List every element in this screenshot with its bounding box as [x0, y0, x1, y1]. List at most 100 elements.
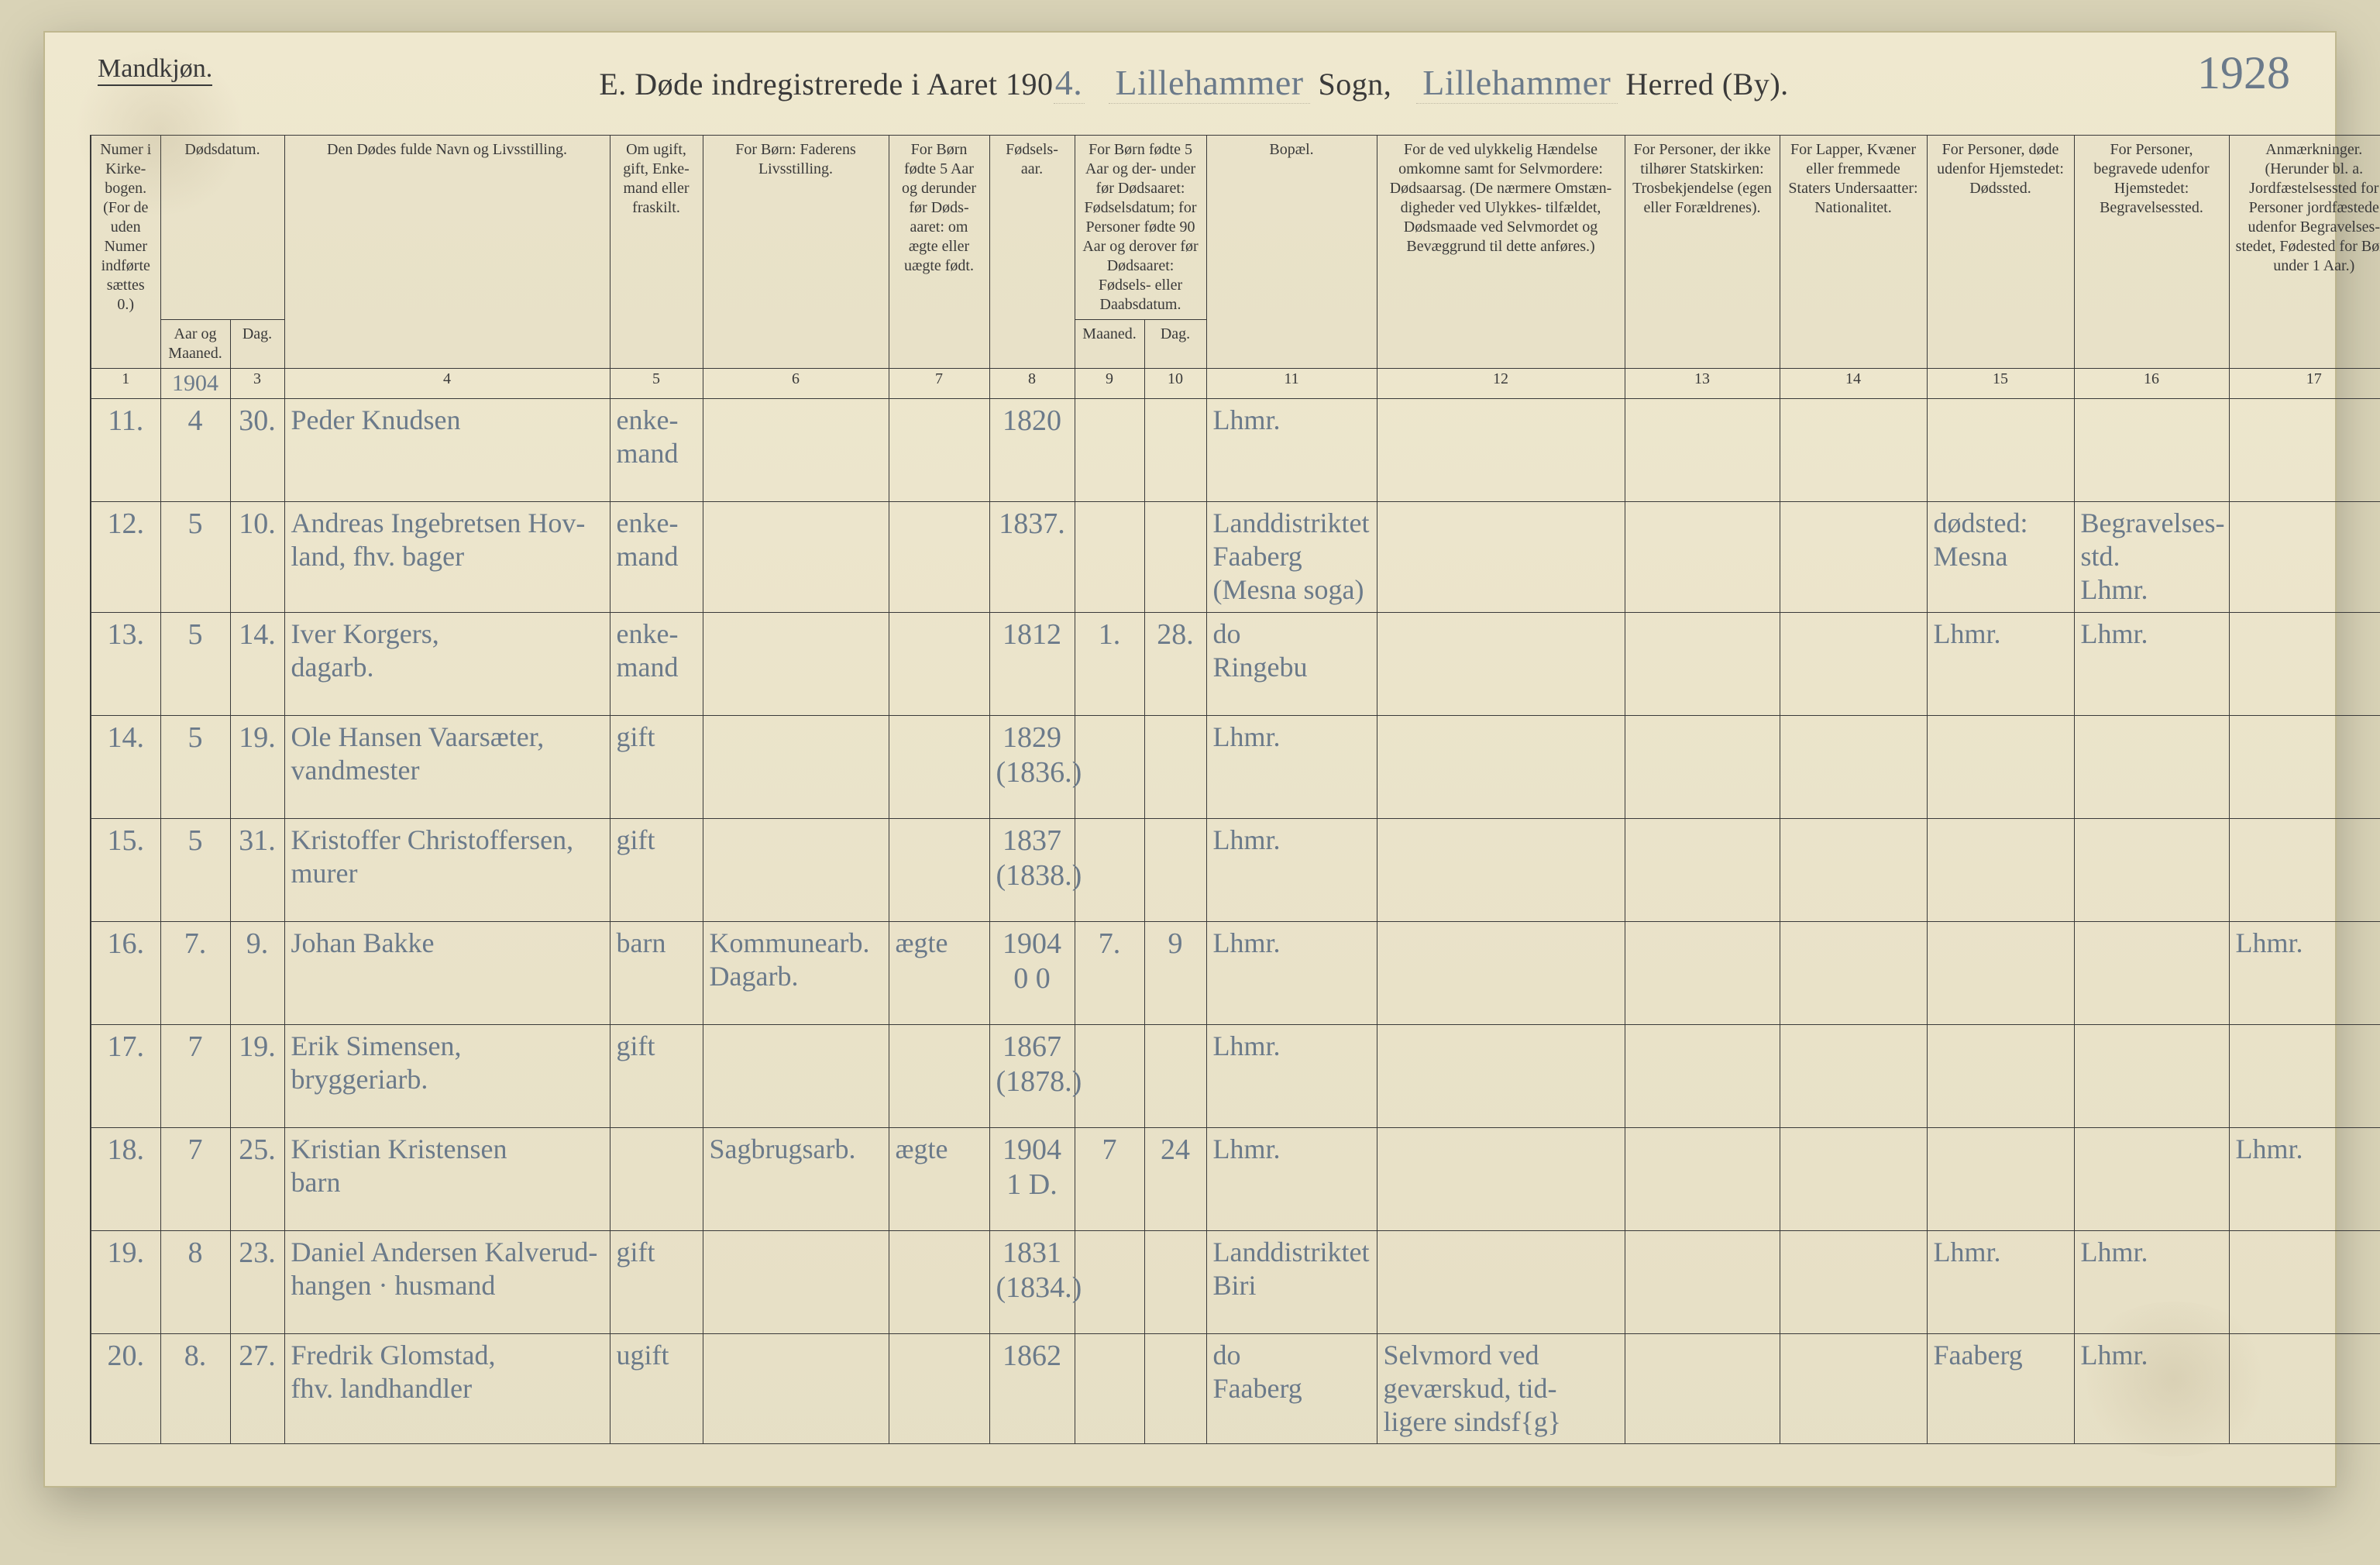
cell-father: Kommunearb. Dagarb.: [703, 921, 889, 1024]
title-year-hand: 4.: [1054, 62, 1085, 104]
cell-text: 1831 (1834.): [996, 1236, 1068, 1306]
col-index-cell: 17: [2229, 369, 2380, 399]
col-index-cell: 6: [703, 369, 889, 399]
cell-nat: [1780, 818, 1927, 921]
cell-m: 7: [160, 1024, 230, 1127]
cell-res: do Faaberg: [1206, 1333, 1377, 1444]
cell-anm: [2229, 502, 2380, 613]
cell-text: 18.: [98, 1133, 154, 1168]
cell-bd: 24: [1144, 1127, 1206, 1230]
cell-text: 19.: [237, 721, 278, 756]
cell-faith: [1625, 502, 1780, 613]
cell-nat: [1780, 612, 1927, 715]
cell-d: 27.: [230, 1333, 284, 1444]
ledger-table: Numer i Kirke- bogen. (For de uden Numer…: [90, 135, 2380, 1444]
cell-byear: 1837.: [989, 502, 1075, 613]
table-row: 19.823.Daniel Andersen Kalverud- hangen …: [91, 1230, 2380, 1333]
cell-text: 5: [167, 507, 224, 542]
cell-text: Lhmr.: [1213, 721, 1371, 754]
cell-text: 1837.: [996, 507, 1068, 542]
col-9-header: Bopæl.: [1206, 136, 1377, 369]
cell-m: 5: [160, 715, 230, 818]
cell-text: 10.: [237, 507, 278, 542]
cell-text: Sagbrugsarb.: [710, 1133, 882, 1166]
cell-civ: gift: [610, 1230, 703, 1333]
cell-nat: [1780, 502, 1927, 613]
cell-nat: [1780, 1024, 1927, 1127]
cell-res: Lhmr.: [1206, 818, 1377, 921]
col-index-cell: 13: [1625, 369, 1780, 399]
col-2a-header: Aar og Maaned.: [160, 320, 230, 369]
cell-faith: [1625, 612, 1780, 715]
cell-text: Kommunearb. Dagarb.: [710, 927, 882, 993]
cell-d: 30.: [230, 399, 284, 502]
cell-text: Andreas Ingebretsen Hov- land, fhv. bage…: [291, 507, 604, 573]
cell-text: ugift: [617, 1339, 696, 1372]
cell-text: 31.: [237, 824, 278, 859]
col-index-row: 1190434567891011121314151617: [91, 369, 2380, 399]
cell-bsted: [2074, 1127, 2229, 1230]
cell-bsted: Lhmr.: [2074, 612, 2229, 715]
cell-text: 1904 0 0: [996, 927, 1068, 997]
cell-text: Lhmr.: [1934, 617, 2068, 651]
cell-m: 7: [160, 1127, 230, 1230]
col-2b-header: Dag.: [230, 320, 284, 369]
cell-text: 8.: [167, 1339, 224, 1374]
ledger-page: Mandkjøn. 1928 E. Døde indregistrerede i…: [43, 31, 2337, 1488]
cell-name: Daniel Andersen Kalverud- hangen · husma…: [284, 1230, 610, 1333]
col-index-cell: 10: [1144, 369, 1206, 399]
gender-label: Mandkjøn.: [98, 54, 212, 84]
col-14-header: For Personer, begravede udenfor Hjemsted…: [2074, 136, 2229, 369]
cell-n: 12.: [91, 502, 160, 613]
cell-text: 5: [167, 824, 224, 859]
cell-text: 1820: [996, 404, 1068, 439]
cell-text: Lhmr.: [1213, 1030, 1371, 1063]
cell-text: 16.: [98, 927, 154, 962]
cell-text: 1837 (1838.): [996, 824, 1068, 894]
cell-text: Lhmr.: [2081, 1236, 2223, 1269]
cell-anm: [2229, 818, 2380, 921]
cell-text: 25.: [237, 1133, 278, 1168]
cell-text: 14.: [98, 721, 154, 756]
cell-legit: [889, 399, 989, 502]
cell-n: 19.: [91, 1230, 160, 1333]
col-index-cell: 14: [1780, 369, 1927, 399]
cell-name: Johan Bakke: [284, 921, 610, 1024]
cell-faith: [1625, 1127, 1780, 1230]
cell-anm: [2229, 399, 2380, 502]
cell-text: do Ringebu: [1213, 617, 1371, 684]
title-sogn-hand: Lillehammer: [1109, 62, 1310, 104]
cell-anm: Lhmr.: [2229, 921, 2380, 1024]
cell-name: Peder Knudsen: [284, 399, 610, 502]
cell-text: 24: [1151, 1133, 1200, 1168]
cell-legit: [889, 1333, 989, 1444]
cell-name: Kristian Kristensen barn: [284, 1127, 610, 1230]
cell-civ: enke- mand: [610, 399, 703, 502]
cell-m: 5: [160, 612, 230, 715]
cell-m: 8: [160, 1230, 230, 1333]
cell-name: Andreas Ingebretsen Hov- land, fhv. bage…: [284, 502, 610, 613]
cell-res: do Ringebu: [1206, 612, 1377, 715]
cell-text: 5: [167, 721, 224, 756]
cell-text: do Faaberg: [1213, 1339, 1371, 1405]
col-index-cell: 7: [889, 369, 989, 399]
cell-text: gift: [617, 1030, 696, 1063]
cell-n: 17.: [91, 1024, 160, 1127]
cell-dsted: [1927, 921, 2074, 1024]
cell-byear: 1904 0 0: [989, 921, 1075, 1024]
cell-legit: [889, 502, 989, 613]
cell-text: ægte: [896, 1133, 983, 1166]
cell-text: Erik Simensen, bryggeriarb.: [291, 1030, 604, 1096]
cell-d: 23.: [230, 1230, 284, 1333]
cell-d: 10.: [230, 502, 284, 613]
col-index-cell: 15: [1927, 369, 2074, 399]
cell-text: 15.: [98, 824, 154, 859]
col-index-cell: 4: [284, 369, 610, 399]
cell-legit: ægte: [889, 921, 989, 1024]
cell-father: [703, 1230, 889, 1333]
cell-bm: 7: [1075, 1127, 1144, 1230]
cell-anm: Lhmr.: [2229, 1127, 2380, 1230]
cell-d: 31.: [230, 818, 284, 921]
cell-faith: [1625, 1230, 1780, 1333]
cell-text: 7: [167, 1030, 224, 1065]
